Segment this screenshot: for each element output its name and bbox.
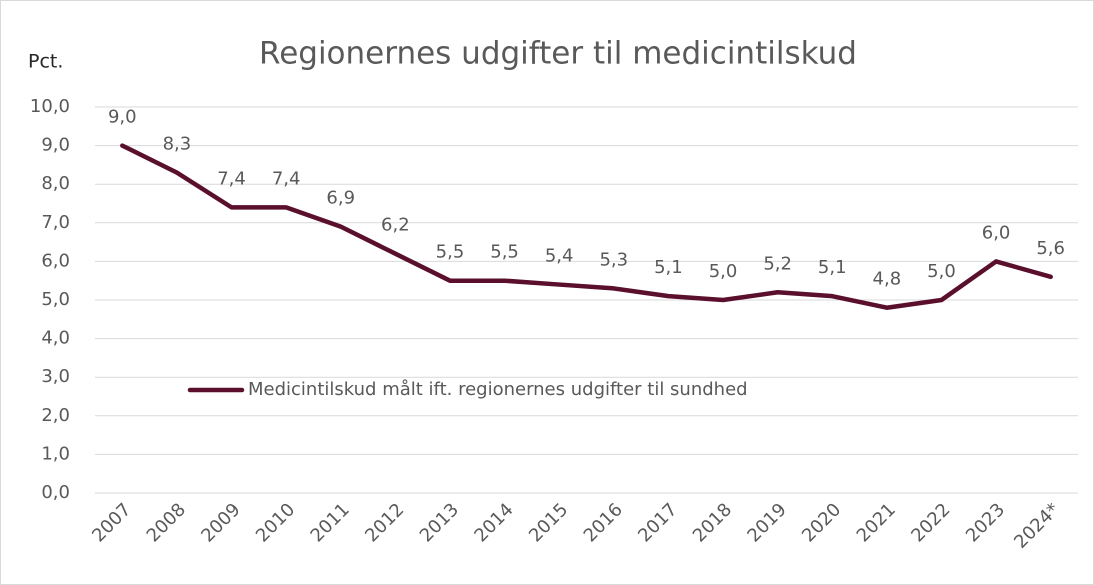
data-label: 6,2 xyxy=(381,215,410,236)
y-axis-label: Pct. xyxy=(28,51,63,73)
data-label: 5,3 xyxy=(599,249,628,270)
y-tick-label: 9,0 xyxy=(41,135,70,156)
data-label: 8,3 xyxy=(163,134,192,155)
data-label: 5,2 xyxy=(763,253,792,274)
data-label: 5,5 xyxy=(436,242,465,263)
y-tick-label: 6,0 xyxy=(41,250,70,271)
data-label: 9,0 xyxy=(108,107,137,128)
data-line xyxy=(120,143,1053,310)
legend-label: Medicintilskud målt ift. regionernes udg… xyxy=(248,379,748,400)
y-tick-label: 8,0 xyxy=(41,173,70,194)
chart-title: Regionernes udgifter til medicintilskud xyxy=(259,36,857,72)
y-tick-label: 2,0 xyxy=(41,405,70,426)
y-tick-label: 4,0 xyxy=(41,328,70,349)
data-label: 5,0 xyxy=(709,261,738,282)
data-label: 5,4 xyxy=(545,246,574,267)
data-label: 6,0 xyxy=(982,222,1011,243)
y-tick-label: 1,0 xyxy=(41,443,70,464)
y-tick-label: 10,0 xyxy=(30,96,70,117)
y-tick-label: 3,0 xyxy=(41,366,70,387)
data-label: 5,6 xyxy=(1036,238,1065,259)
data-label: 5,5 xyxy=(490,242,519,263)
data-label: 5,1 xyxy=(654,257,683,278)
y-tick-label: 7,0 xyxy=(41,212,70,233)
data-label: 5,1 xyxy=(818,257,847,278)
y-tick-label: 0,0 xyxy=(41,482,70,503)
data-label: 7,4 xyxy=(217,168,246,189)
data-label: 4,8 xyxy=(873,269,902,290)
data-label: 6,9 xyxy=(326,188,355,209)
data-label: 7,4 xyxy=(272,168,301,189)
y-tick-label: 5,0 xyxy=(41,289,70,310)
data-label: 5,0 xyxy=(927,261,956,282)
